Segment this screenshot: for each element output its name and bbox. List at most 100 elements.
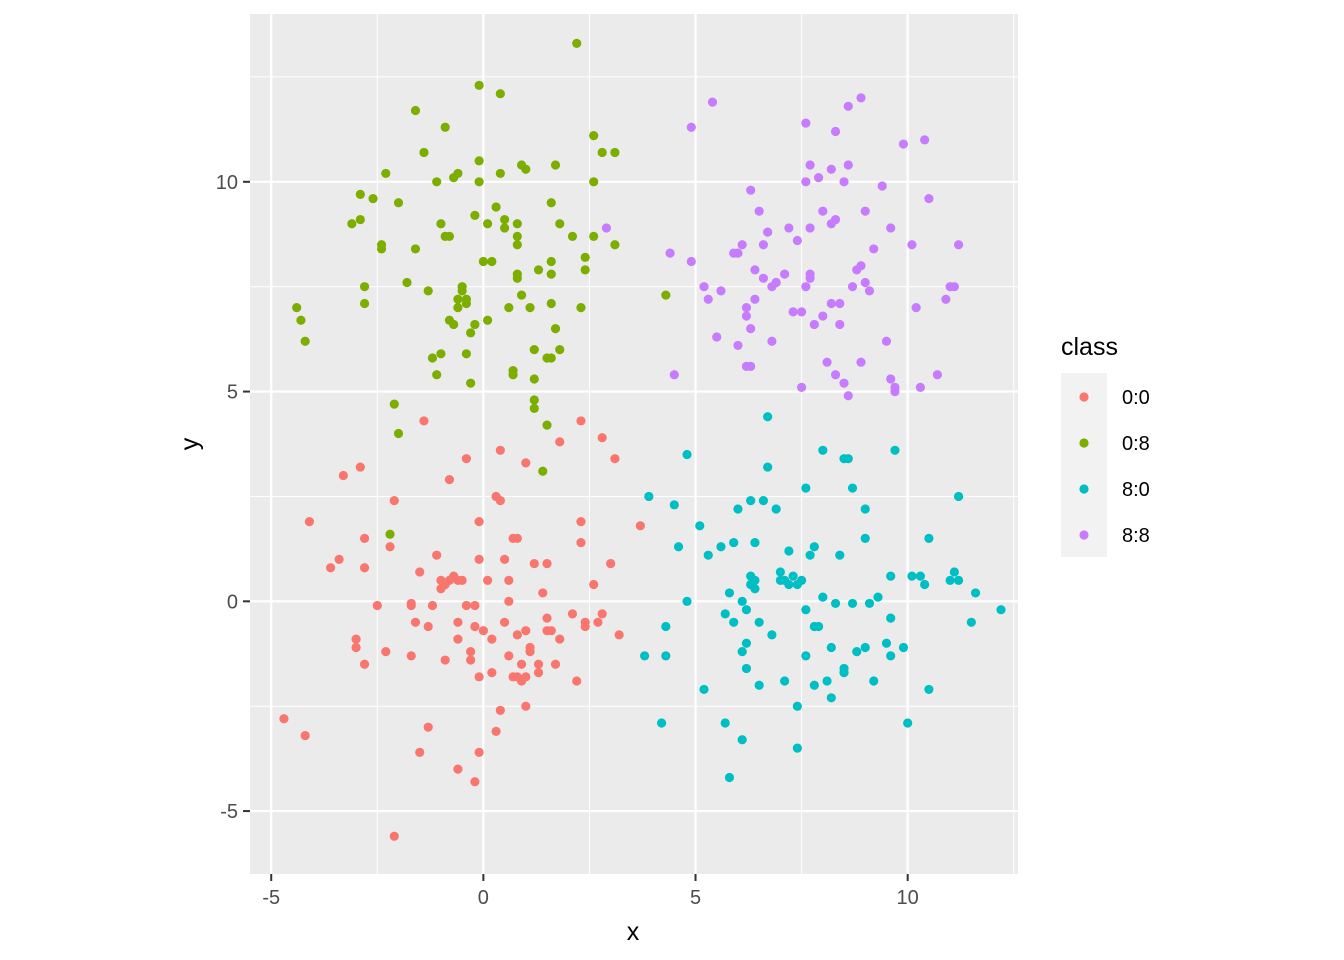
data-point	[750, 265, 760, 275]
data-point	[724, 772, 735, 783]
data-point	[495, 89, 505, 99]
data-point	[835, 319, 845, 330]
legend-key-background	[1061, 373, 1107, 557]
x-tick-label: 0	[478, 887, 489, 909]
data-point	[423, 722, 433, 732]
data-point	[813, 621, 824, 632]
data-point	[453, 294, 463, 304]
data-point	[538, 466, 548, 476]
data-point	[601, 223, 612, 233]
data-point	[941, 294, 951, 304]
legend-label: 8:0	[1122, 479, 1150, 501]
data-point	[449, 319, 459, 330]
data-point	[491, 202, 501, 212]
legend-label: 0:0	[1122, 387, 1150, 409]
data-point	[741, 663, 752, 674]
data-point	[801, 177, 811, 187]
data-point	[847, 483, 858, 493]
x-axis: -5 0 5 10	[262, 874, 919, 909]
data-point	[423, 621, 433, 632]
data-point	[856, 357, 866, 367]
data-point	[419, 416, 429, 426]
data-point	[656, 718, 667, 728]
data-point	[461, 454, 471, 464]
data-point	[903, 718, 913, 728]
data-point	[737, 735, 747, 745]
data-point	[860, 206, 870, 216]
y-tick-label: 5	[227, 382, 238, 404]
data-point	[474, 517, 484, 527]
data-point	[538, 588, 548, 598]
data-point	[818, 592, 828, 602]
data-point	[758, 240, 769, 250]
data-point	[686, 256, 696, 267]
data-point	[754, 617, 764, 627]
data-point	[746, 324, 756, 334]
data-point	[805, 269, 815, 279]
data-point	[576, 303, 586, 313]
data-point	[750, 537, 760, 548]
data-point	[792, 743, 802, 753]
data-point	[822, 357, 832, 367]
data-point	[402, 277, 412, 288]
data-point	[741, 638, 752, 648]
data-point	[873, 592, 883, 602]
data-point	[478, 626, 488, 636]
data-point	[953, 491, 964, 502]
data-point	[432, 370, 442, 380]
data-point	[555, 345, 565, 355]
y-axis: -5 0 5 10	[216, 172, 250, 823]
data-point	[546, 353, 556, 363]
data-point	[495, 168, 505, 179]
data-point	[529, 395, 539, 405]
data-point	[847, 282, 858, 292]
data-point	[860, 642, 870, 653]
data-point	[580, 252, 590, 262]
data-point	[444, 231, 455, 241]
data-point	[461, 298, 471, 309]
data-point	[737, 647, 747, 657]
data-point	[385, 542, 395, 552]
x-axis-title: x	[627, 918, 640, 946]
data-point	[661, 651, 671, 661]
data-point	[686, 122, 696, 132]
data-point	[597, 147, 607, 158]
data-point	[949, 567, 959, 577]
data-point	[818, 206, 828, 216]
data-point	[864, 286, 875, 296]
data-point	[474, 156, 484, 166]
data-point	[423, 286, 433, 296]
data-point	[533, 265, 544, 275]
data-point	[809, 319, 819, 330]
data-point	[436, 349, 446, 359]
data-point	[661, 290, 671, 300]
data-point	[470, 600, 480, 611]
data-point	[593, 617, 603, 627]
data-point	[580, 621, 590, 632]
data-point	[945, 575, 955, 585]
data-point	[729, 537, 739, 548]
data-point	[300, 336, 310, 346]
data-point	[733, 504, 743, 514]
data-point	[304, 517, 315, 527]
data-point	[839, 378, 849, 388]
data-point	[521, 626, 531, 636]
data-point	[818, 445, 828, 455]
data-point	[881, 638, 892, 648]
data-point	[393, 198, 404, 208]
data-point	[550, 324, 561, 334]
data-point	[843, 454, 853, 464]
data-point	[830, 214, 841, 225]
data-point	[508, 370, 518, 380]
data-point	[466, 655, 476, 665]
data-point	[809, 680, 819, 690]
data-point	[640, 651, 650, 661]
data-point	[499, 214, 510, 225]
grid-minor	[250, 14, 1018, 874]
data-point	[334, 554, 344, 564]
data-point	[805, 223, 815, 233]
data-point	[763, 462, 773, 472]
data-point	[542, 558, 552, 569]
data-point	[860, 504, 870, 514]
x-tick-label: -5	[262, 887, 280, 909]
